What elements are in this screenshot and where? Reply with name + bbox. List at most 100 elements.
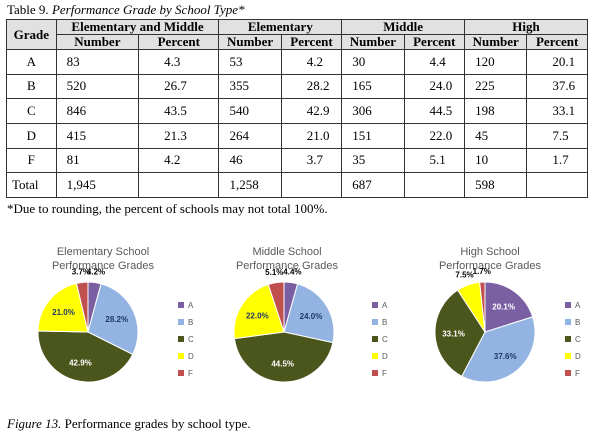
percent-cell: 4.2: [138, 147, 220, 174]
pie-slice-b: [283, 283, 335, 344]
percent-cell: 21.3: [138, 122, 220, 149]
number-cell: 1,945: [55, 172, 140, 198]
number-cell: 35: [341, 147, 405, 174]
number-cell: 225: [464, 73, 528, 100]
pie-slice-c: [233, 331, 334, 383]
legend-swatch: [178, 336, 184, 342]
percent-cell: 4.3: [138, 49, 220, 75]
pie-data-label: 21.0%: [52, 308, 75, 317]
legend-swatch: [565, 336, 571, 342]
percent-cell: [280, 172, 343, 198]
number-cell: 151: [341, 122, 405, 149]
table-footnote: *Due to rounding, the percent of schools…: [7, 201, 328, 216]
number-cell: 846: [55, 98, 140, 124]
number-cell: 355: [218, 73, 282, 100]
pie-data-label: 5.1%: [265, 268, 283, 277]
legend-swatch: [178, 370, 184, 376]
pie-slice-c: [434, 289, 486, 377]
percent-cell: 44.5: [403, 98, 466, 124]
percent-cell: 24.0: [403, 73, 466, 100]
number-cell: 198: [464, 98, 528, 124]
percent-subheader: Percent: [526, 34, 588, 50]
number-cell: 45: [464, 122, 528, 149]
table-row: C 846 43.5 540 42.9 306 44.5 198 33.1: [6, 98, 588, 124]
pie-slice-a: [484, 281, 534, 333]
legend-label: F: [188, 369, 193, 378]
number-cell: 415: [55, 122, 140, 149]
percent-cell: 26.7: [138, 73, 220, 100]
grade-cell: C: [6, 98, 57, 124]
number-cell: 46: [218, 147, 282, 174]
number-cell: 540: [218, 98, 282, 124]
table-title: Performance Grade by School Type*: [51, 2, 245, 17]
group-header-high: High: [464, 19, 588, 35]
table-number: Table 9.: [7, 2, 49, 17]
percent-subheader: Percent: [280, 34, 343, 50]
legend-label: A: [188, 301, 194, 310]
legend-label: D: [575, 352, 581, 361]
number-cell: 520: [55, 73, 140, 100]
legend-swatch: [178, 319, 184, 325]
table-row: Total 1,945 1,258 687 598: [6, 172, 588, 198]
number-cell: 10: [464, 147, 528, 174]
legend-label: F: [575, 369, 580, 378]
pie-data-label: 22.0%: [246, 311, 269, 320]
percent-cell: 4.2: [280, 49, 343, 75]
table-caption: Table 9. Performance Grade by School Typ…: [7, 2, 244, 18]
pie-data-label: 42.9%: [69, 359, 92, 368]
pie-slice-f: [75, 281, 89, 333]
number-cell: 306: [341, 98, 405, 124]
group-header-elementary: Elementary: [218, 19, 343, 35]
pie-data-label: 20.1%: [492, 303, 515, 312]
table-row: A 83 4.3 53 4.2 30 4.4 120 20.1: [6, 49, 588, 75]
legend-label: C: [575, 335, 581, 344]
percent-cell: [138, 172, 220, 198]
legend-swatch: [178, 302, 184, 308]
pie-slice-b: [87, 283, 139, 356]
performance-grade-table: Grade Elementary and Middle Elementary M…: [6, 19, 588, 198]
group-header-elementary-middle: Elementary and Middle: [55, 19, 220, 35]
legend-label: A: [382, 301, 388, 310]
pie-chart-high: High School Performance Grades 20.1% 37.6% 3…: [434, 246, 581, 383]
pie-data-label: 24.0%: [300, 312, 323, 321]
pie-slice-d: [37, 282, 89, 333]
pie-title-line: Elementary School: [57, 246, 149, 258]
legend-swatch: [372, 336, 378, 342]
number-cell: 687: [341, 172, 405, 198]
grade-cell: F: [6, 147, 57, 174]
pie-data-label: 33.1%: [442, 329, 465, 338]
pie-data-label: 4.2%: [87, 268, 105, 277]
number-cell: 83: [55, 49, 140, 75]
number-subheader: Number: [341, 34, 405, 50]
percent-subheader: Percent: [403, 34, 466, 50]
grade-cell: Total: [6, 172, 57, 198]
percent-cell: 20.1: [526, 49, 588, 75]
number-cell: 165: [341, 73, 405, 100]
percent-cell: 33.1: [526, 98, 588, 124]
pie-data-label: 1.7%: [473, 267, 491, 276]
pie-title-line: Middle School: [252, 246, 321, 258]
legend-swatch: [372, 370, 378, 376]
number-cell: 53: [218, 49, 282, 75]
grade-cell: D: [6, 122, 57, 149]
legend-swatch: [565, 353, 571, 359]
pie-data-label: 44.5%: [271, 359, 294, 368]
pie-slice-f: [479, 281, 486, 333]
percent-cell: [526, 172, 588, 198]
legend-swatch: [372, 319, 378, 325]
percent-cell: 5.1: [403, 147, 466, 174]
figure-caption: Figure 13. Performance grades by school …: [7, 416, 251, 432]
legend-label: C: [188, 335, 194, 344]
pie-title-line: Performance Grades: [236, 260, 339, 272]
legend-swatch: [372, 353, 378, 359]
number-cell: 598: [464, 172, 528, 198]
legend-swatch: [565, 370, 571, 376]
legend-swatch: [565, 319, 571, 325]
percent-cell: 42.9: [280, 98, 343, 124]
legend-label: D: [188, 352, 194, 361]
percent-cell: 1.7: [526, 147, 588, 174]
pie-data-label: 3.7%: [72, 267, 90, 276]
figure-number: Figure 13.: [7, 416, 62, 431]
grade-column-header: Grade: [6, 19, 57, 50]
